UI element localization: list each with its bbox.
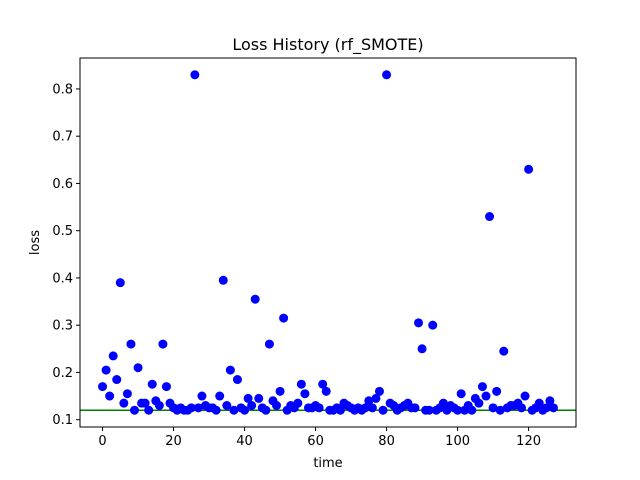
data-point bbox=[467, 405, 477, 415]
data-point bbox=[474, 398, 484, 408]
data-point bbox=[154, 401, 164, 411]
data-point bbox=[193, 403, 203, 413]
data-point bbox=[215, 391, 225, 401]
y-tick-label: 0.2 bbox=[52, 366, 73, 381]
data-point bbox=[218, 275, 228, 285]
data-point bbox=[492, 386, 502, 396]
data-point bbox=[129, 405, 139, 415]
data-point bbox=[300, 389, 310, 399]
data-point bbox=[524, 164, 534, 174]
data-point bbox=[279, 313, 289, 323]
data-point bbox=[197, 391, 207, 401]
data-point bbox=[126, 339, 136, 349]
plot-frame bbox=[79, 57, 577, 428]
data-point bbox=[293, 398, 303, 408]
data-point bbox=[108, 351, 118, 361]
data-point bbox=[335, 405, 345, 415]
x-tick-label: 0 bbox=[98, 434, 106, 449]
x-tick-label: 80 bbox=[378, 434, 395, 449]
data-point bbox=[186, 403, 196, 413]
data-point bbox=[417, 344, 427, 354]
x-tick-label: 120 bbox=[516, 434, 541, 449]
data-point bbox=[374, 386, 384, 396]
data-point bbox=[517, 403, 527, 413]
data-point bbox=[247, 401, 257, 411]
data-point bbox=[222, 401, 232, 411]
data-point bbox=[499, 346, 509, 356]
data-point bbox=[541, 403, 551, 413]
data-point bbox=[414, 318, 424, 328]
data-point bbox=[229, 405, 239, 415]
data-point bbox=[364, 396, 374, 406]
data-point bbox=[477, 382, 487, 392]
data-point bbox=[272, 401, 282, 411]
data-point bbox=[382, 70, 392, 80]
data-point bbox=[112, 375, 122, 385]
data-point bbox=[190, 70, 200, 80]
data-point bbox=[225, 365, 235, 375]
data-point bbox=[161, 382, 171, 392]
data-point bbox=[410, 403, 420, 413]
x-axis-label: time bbox=[313, 456, 342, 471]
data-point bbox=[275, 386, 285, 396]
data-point bbox=[140, 398, 150, 408]
data-point bbox=[367, 403, 377, 413]
data-point bbox=[485, 212, 495, 222]
data-point bbox=[98, 382, 108, 392]
data-point bbox=[318, 379, 328, 389]
data-point bbox=[424, 405, 434, 415]
data-point bbox=[122, 389, 132, 399]
data-point bbox=[158, 339, 168, 349]
data-point bbox=[119, 398, 129, 408]
data-point bbox=[360, 403, 370, 413]
y-tick-label: 0.6 bbox=[52, 177, 73, 192]
data-point bbox=[428, 320, 438, 330]
data-point bbox=[240, 405, 250, 415]
data-point bbox=[545, 396, 555, 406]
data-point bbox=[115, 278, 125, 288]
data-point bbox=[314, 403, 324, 413]
data-point bbox=[232, 375, 242, 385]
y-tick-label: 0.8 bbox=[52, 82, 73, 97]
data-point bbox=[101, 365, 111, 375]
data-point bbox=[534, 398, 544, 408]
x-tick-label: 60 bbox=[307, 434, 324, 449]
data-point bbox=[371, 393, 381, 403]
data-point bbox=[261, 405, 271, 415]
x-tick-label: 40 bbox=[236, 434, 253, 449]
y-tick-label: 0.7 bbox=[52, 130, 73, 145]
data-point bbox=[481, 391, 491, 401]
data-point bbox=[243, 393, 253, 403]
data-point bbox=[144, 405, 154, 415]
data-point bbox=[520, 391, 530, 401]
plot-area bbox=[80, 58, 576, 427]
data-point bbox=[133, 363, 143, 373]
data-point bbox=[378, 405, 388, 415]
x-tick-label: 20 bbox=[165, 434, 182, 449]
data-point bbox=[321, 386, 331, 396]
data-point bbox=[548, 403, 558, 413]
data-point bbox=[264, 339, 274, 349]
y-tick-label: 0.1 bbox=[52, 413, 73, 428]
y-tick-label: 0.3 bbox=[52, 319, 73, 334]
data-point bbox=[453, 405, 463, 415]
data-point bbox=[250, 294, 260, 304]
data-point bbox=[105, 391, 115, 401]
data-point bbox=[147, 379, 157, 389]
data-point bbox=[254, 393, 264, 403]
y-tick-label: 0.5 bbox=[52, 224, 73, 239]
x-tick-label: 100 bbox=[445, 434, 470, 449]
data-point bbox=[488, 403, 498, 413]
data-point bbox=[296, 379, 306, 389]
y-axis-label: loss bbox=[28, 230, 43, 255]
data-point bbox=[211, 405, 221, 415]
data-point bbox=[438, 398, 448, 408]
data-point bbox=[495, 405, 505, 415]
chart-title: Loss History (rf_SMOTE) bbox=[232, 35, 423, 55]
y-tick-label: 0.4 bbox=[52, 271, 73, 286]
data-point bbox=[456, 389, 466, 399]
